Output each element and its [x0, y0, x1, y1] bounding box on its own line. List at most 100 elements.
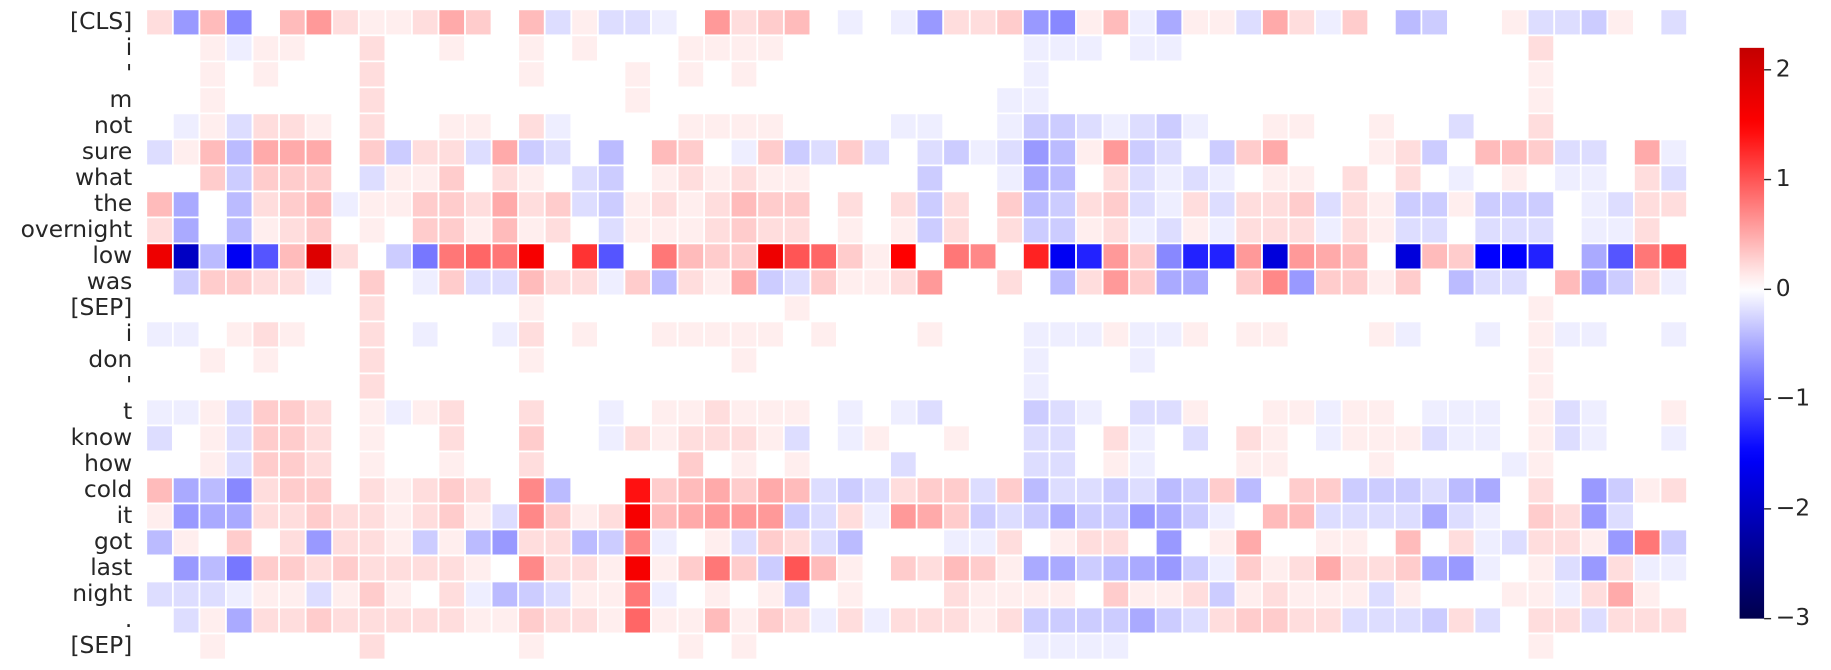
heatmap-cell: [623, 346, 652, 375]
heatmap-cell: [543, 424, 573, 453]
heatmap-cell: [198, 398, 227, 427]
heatmap-cell: [889, 60, 918, 89]
heatmap-cell: [836, 216, 865, 245]
heatmap-cell: [1048, 502, 1077, 531]
heatmap-cell: [756, 580, 785, 609]
heatmap-cell: [1314, 190, 1343, 219]
heatmap-cell: [1181, 242, 1210, 271]
heatmap-cell: [1526, 528, 1556, 557]
heatmap-cell: [543, 632, 573, 661]
heatmap-cell: [437, 294, 466, 323]
heatmap-cell: [1287, 216, 1317, 245]
heatmap-cell: [968, 502, 998, 531]
heatmap-cell: [597, 424, 626, 453]
heatmap-cell: [676, 502, 706, 531]
heatmap-cell: [1553, 138, 1582, 167]
heatmap-cell: [915, 398, 945, 427]
heatmap-cell: [198, 606, 227, 635]
heatmap-cell: [1128, 216, 1157, 245]
heatmap-cell: [1579, 268, 1609, 297]
row-label: ': [126, 59, 132, 87]
heatmap-cell: [809, 112, 838, 141]
heatmap-cell: [968, 372, 998, 401]
heatmap-cell: [517, 112, 546, 141]
heatmap-cell: [331, 34, 360, 63]
heatmap-cell: [304, 632, 334, 661]
heatmap-cell: [464, 86, 493, 115]
heatmap-cell: [1208, 528, 1237, 557]
heatmap-cell: [1340, 190, 1370, 219]
heatmap-cell: [1606, 112, 1635, 141]
heatmap-cell: [437, 8, 466, 37]
heatmap-cell: [915, 294, 945, 323]
heatmap-cell: [411, 398, 440, 427]
heatmap-cell: [304, 216, 334, 245]
heatmap-cell: [1314, 346, 1343, 375]
heatmap-cell: [411, 580, 440, 609]
heatmap-cell: [915, 528, 945, 557]
heatmap-cell: [1633, 502, 1662, 531]
heatmap-cell: [1659, 580, 1688, 609]
heatmap-cell: [1128, 580, 1157, 609]
heatmap-cell: [1447, 216, 1476, 245]
heatmap-cell: [1075, 476, 1104, 505]
heatmap-cell: [171, 164, 201, 193]
heatmap-cell: [517, 60, 546, 89]
heatmap-cell: [623, 476, 652, 505]
heatmap-cell: [517, 242, 546, 271]
heatmap-cell: [729, 320, 759, 349]
heatmap-cell: [437, 450, 466, 479]
heatmap-cell: [1447, 502, 1476, 531]
heatmap-cell: [729, 346, 759, 375]
heatmap-cell: [1447, 372, 1476, 401]
heatmap-cell: [198, 476, 227, 505]
heatmap-cell: [729, 476, 759, 505]
heatmap-cell: [623, 320, 652, 349]
heatmap-cell: [862, 580, 891, 609]
heatmap-cell: [331, 580, 360, 609]
heatmap-cell: [517, 346, 546, 375]
heatmap-cell: [1048, 86, 1077, 115]
heatmap-cell: [1447, 8, 1476, 37]
heatmap-cell: [1633, 268, 1662, 297]
heatmap-cell: [1314, 450, 1343, 479]
heatmap-cell: [1022, 502, 1051, 531]
heatmap-cell: [517, 268, 546, 297]
heatmap-cell: [198, 450, 227, 479]
heatmap-cell: [1075, 216, 1104, 245]
heatmap-cell: [1420, 190, 1449, 219]
heatmap-cell: [570, 528, 599, 557]
heatmap-cell: [1234, 580, 1263, 609]
heatmap-cell: [995, 398, 1024, 427]
heatmap-cell: [942, 450, 971, 479]
heatmap-cell: [1659, 372, 1688, 401]
heatmap-cell: [543, 60, 573, 89]
heatmap-cell: [1340, 398, 1370, 427]
heatmap-cell: [915, 34, 945, 63]
heatmap-cell: [198, 216, 227, 245]
heatmap-cell: [1420, 424, 1449, 453]
heatmap-cell: [650, 164, 679, 193]
heatmap-cell: [225, 34, 254, 63]
heatmap-cell: [570, 424, 599, 453]
heatmap-cell: [411, 34, 440, 63]
heatmap-cell: [1208, 606, 1237, 635]
heatmap-cell: [278, 476, 307, 505]
heatmap-cell: [1287, 502, 1317, 531]
heatmap-cell: [1633, 86, 1662, 115]
heatmap-cell: [198, 242, 227, 271]
heatmap-cell: [1075, 112, 1104, 141]
heatmap-cell: [570, 164, 599, 193]
heatmap-cell: [1261, 112, 1290, 141]
heatmap-cell: [968, 112, 998, 141]
heatmap-cell: [1022, 190, 1051, 219]
heatmap-cell: [1500, 242, 1529, 271]
heatmap-cell: [597, 606, 626, 635]
heatmap-cell: [1208, 372, 1237, 401]
heatmap-cell: [1048, 190, 1077, 219]
heatmap-cell: [384, 580, 413, 609]
heatmap-cell: [1393, 528, 1423, 557]
heatmap-cell: [942, 112, 971, 141]
heatmap-cell: [1659, 476, 1688, 505]
